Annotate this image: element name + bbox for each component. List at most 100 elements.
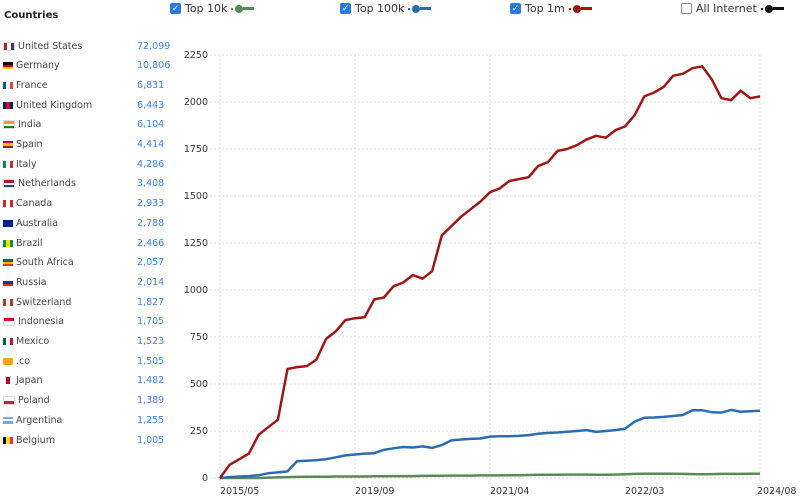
series-line-top-1m	[218, 65, 761, 479]
series-line-top-100k	[219, 408, 761, 480]
country-row[interactable]: United States 72,099	[3, 37, 175, 55]
country-row[interactable]: India 6,104	[3, 116, 175, 134]
country-count[interactable]: 1,482	[137, 375, 165, 387]
country-count[interactable]: 6,104	[137, 119, 165, 131]
series-swatch-icon	[231, 4, 255, 13]
country-name: Mexico	[16, 336, 50, 347]
country-name: Australia	[16, 217, 59, 229]
checkbox[interactable]	[681, 3, 692, 14]
country-row[interactable]: Germany 10,806	[3, 57, 175, 75]
country-count[interactable]: 1,005	[137, 434, 165, 446]
country-row[interactable]: Netherlands 3,408	[3, 175, 175, 193]
country-count[interactable]: 1,827	[137, 296, 165, 308]
country-count[interactable]: 2,014	[137, 276, 165, 288]
country-name: South Africa	[16, 257, 74, 269]
country-count[interactable]: 2,788	[137, 217, 165, 229]
country-name: Poland	[18, 395, 50, 407]
x-tick-label: 2022/03	[625, 486, 664, 497]
y-tick-label: 0	[202, 473, 208, 484]
country-name: France	[16, 79, 48, 91]
flag-icon	[3, 317, 15, 327]
country-row[interactable]: Mexico 1,523	[3, 333, 175, 351]
country-name: United States	[18, 40, 83, 52]
country-row[interactable]: Canada 2,933	[3, 195, 175, 213]
country-count[interactable]: 1,389	[137, 395, 165, 407]
flag-icon	[3, 436, 13, 444]
flag-icon	[3, 396, 15, 406]
country-row[interactable]: Argentina 1,255	[3, 411, 175, 429]
checkbox[interactable]: ✓	[340, 3, 351, 14]
country-name: Brazil	[16, 237, 43, 249]
country-row[interactable]: United Kingdom 6,443	[3, 96, 175, 114]
country-count[interactable]: 3,408	[137, 178, 165, 190]
flag-icon	[3, 357, 13, 365]
legend-label: Top 100k	[355, 2, 405, 15]
country-count[interactable]: 4,286	[137, 158, 165, 170]
country-row[interactable]: Russia 2,014	[3, 273, 175, 291]
legend-toggle[interactable]: All Internet	[681, 2, 784, 15]
country-count[interactable]: 6,831	[137, 79, 165, 91]
legend-label: Top 1m	[525, 2, 565, 15]
checkbox[interactable]: ✓	[170, 3, 181, 14]
y-tick-label: 1750	[184, 144, 208, 155]
country-row[interactable]: Belgium 1,005	[3, 431, 175, 449]
flag-icon	[3, 338, 13, 345]
legend-label: Top 10k	[185, 2, 228, 15]
flag-icon	[3, 219, 13, 227]
checkbox[interactable]: ✓	[510, 3, 521, 14]
country-row[interactable]: France 6,831	[3, 76, 175, 94]
country-count[interactable]: 6,443	[137, 99, 165, 111]
country-count[interactable]: 2,933	[137, 198, 165, 210]
country-name: India	[18, 119, 42, 131]
flag-icon	[3, 41, 15, 51]
country-row[interactable]: Switzerland 1,827	[3, 293, 175, 311]
country-name: Russia	[16, 276, 47, 288]
series-swatch-icon	[568, 4, 592, 13]
country-row[interactable]: Indonesia 1,705	[3, 313, 175, 331]
legend-toggle[interactable]: ✓ Top 100k	[340, 2, 432, 15]
country-count[interactable]: 1,255	[137, 414, 165, 426]
flag-icon	[3, 278, 13, 286]
country-count[interactable]: 72,099	[137, 40, 171, 52]
flag-icon	[3, 239, 13, 247]
y-tick-label: 1500	[184, 191, 208, 202]
country-name: .co	[16, 355, 31, 367]
country-row[interactable]: South Africa 2,057	[3, 254, 175, 272]
country-count[interactable]: 1,705	[137, 316, 165, 328]
country-count[interactable]: 2,466	[137, 237, 165, 249]
country-name: Canada	[16, 198, 53, 210]
x-tick-label: 2019/09	[355, 486, 394, 497]
country-row[interactable]: Brazil 2,466	[3, 234, 175, 252]
series-swatch-icon	[760, 4, 784, 13]
country-name: Netherlands	[18, 178, 76, 190]
country-row[interactable]: Japan 1,482	[3, 372, 175, 390]
y-tick-label: 1250	[184, 238, 208, 249]
flag-icon	[3, 259, 13, 267]
country-name: Japan	[16, 375, 43, 387]
legend-toggle[interactable]: ✓ Top 1m	[510, 2, 592, 15]
country-row[interactable]: Italy 4,286	[3, 155, 175, 173]
country-name: Switzerland	[16, 296, 72, 308]
country-row[interactable]: .co 1,505	[3, 352, 175, 370]
country-count[interactable]: 4,414	[137, 139, 165, 150]
country-name: United Kingdom	[16, 99, 93, 111]
flag-icon	[3, 141, 13, 148]
country-row[interactable]: Spain 4,414	[3, 136, 175, 154]
country-row[interactable]: Poland 1,389	[3, 392, 175, 410]
y-tick-label: 500	[190, 379, 208, 390]
country-count[interactable]: 1,505	[137, 355, 165, 367]
country-name: Indonesia	[18, 316, 64, 328]
flag-icon	[3, 298, 13, 306]
country-count[interactable]: 1,523	[137, 336, 165, 347]
y-tick-label: 2000	[184, 97, 208, 108]
legend-toggle[interactable]: ✓ Top 10k	[170, 2, 255, 15]
country-name: Spain	[16, 139, 43, 150]
country-count[interactable]: 2,057	[137, 257, 165, 269]
flag-icon	[3, 179, 15, 189]
flag-icon	[3, 416, 13, 424]
country-count[interactable]: 10,806	[137, 60, 171, 72]
sidebar-title: Countries	[4, 10, 59, 21]
x-tick-label: 2015/05	[220, 486, 259, 497]
country-row[interactable]: Australia 2,788	[3, 214, 175, 232]
x-tick-label: 2021/04	[490, 486, 529, 497]
